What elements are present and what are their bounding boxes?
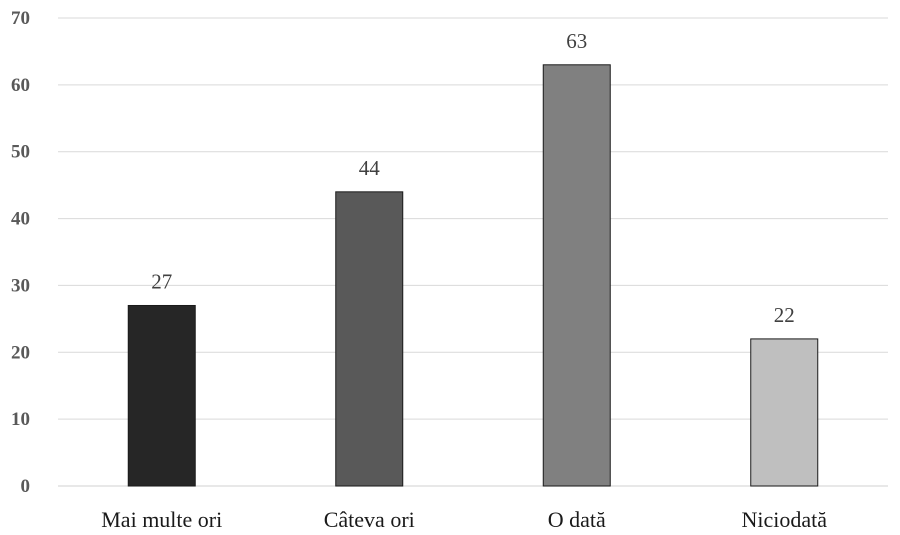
- x-tick-label: Câteva ori: [324, 507, 415, 532]
- y-tick-label: 30: [11, 275, 30, 296]
- bar: [542, 64, 611, 487]
- x-tick-label: Mai multe ori: [101, 507, 222, 532]
- y-tick-label: 10: [11, 409, 30, 430]
- y-axis-tick-labels: 0 10 20 30 40 50 60 70: [11, 8, 30, 497]
- y-tick-label: 70: [11, 8, 30, 29]
- bar: [750, 338, 819, 487]
- y-tick-label: 40: [11, 209, 30, 230]
- data-label: 22: [774, 303, 795, 327]
- x-axis-tick-labels: Mai multe ori Câteva ori O dată Niciodată: [101, 507, 827, 532]
- data-label: 27: [151, 269, 172, 293]
- data-label: 44: [359, 156, 381, 180]
- y-tick-label: 50: [11, 142, 30, 163]
- data-label: 63: [566, 29, 587, 53]
- y-tick-label: 20: [11, 342, 30, 363]
- bar: [127, 304, 196, 487]
- bar: [335, 191, 404, 487]
- y-tick-label: 0: [21, 476, 31, 497]
- x-tick-label: O dată: [548, 507, 606, 532]
- gridlines: [58, 17, 888, 487]
- y-tick-label: 60: [11, 75, 30, 96]
- data-labels: 27 44 63 22: [151, 29, 795, 327]
- x-tick-label: Niciodată: [741, 507, 827, 532]
- bars: [127, 64, 819, 487]
